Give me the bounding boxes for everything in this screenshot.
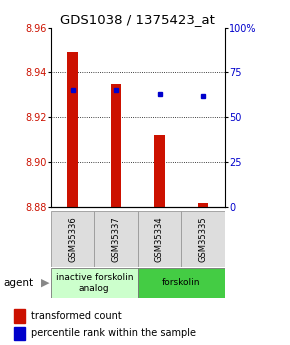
- FancyBboxPatch shape: [51, 268, 137, 298]
- Text: transformed count: transformed count: [30, 311, 121, 321]
- Bar: [67, 52, 78, 207]
- Bar: [197, 203, 209, 207]
- Title: GDS1038 / 1375423_at: GDS1038 / 1375423_at: [60, 13, 215, 27]
- Bar: [14, 327, 25, 340]
- Text: forskolin: forskolin: [162, 278, 200, 287]
- Text: GSM35335: GSM35335: [198, 216, 208, 262]
- Text: GSM35336: GSM35336: [68, 216, 77, 262]
- Text: percentile rank within the sample: percentile rank within the sample: [30, 328, 195, 338]
- Bar: [110, 83, 122, 207]
- FancyBboxPatch shape: [95, 211, 137, 267]
- Text: ▶: ▶: [41, 278, 50, 288]
- FancyBboxPatch shape: [138, 268, 224, 298]
- FancyBboxPatch shape: [51, 211, 94, 267]
- Bar: [14, 309, 25, 323]
- Text: GSM35334: GSM35334: [155, 216, 164, 262]
- Text: agent: agent: [3, 278, 33, 288]
- FancyBboxPatch shape: [182, 211, 224, 267]
- Text: inactive forskolin
analog: inactive forskolin analog: [55, 273, 133, 293]
- Bar: [154, 135, 165, 207]
- Text: GSM35337: GSM35337: [111, 216, 121, 262]
- FancyBboxPatch shape: [138, 211, 181, 267]
